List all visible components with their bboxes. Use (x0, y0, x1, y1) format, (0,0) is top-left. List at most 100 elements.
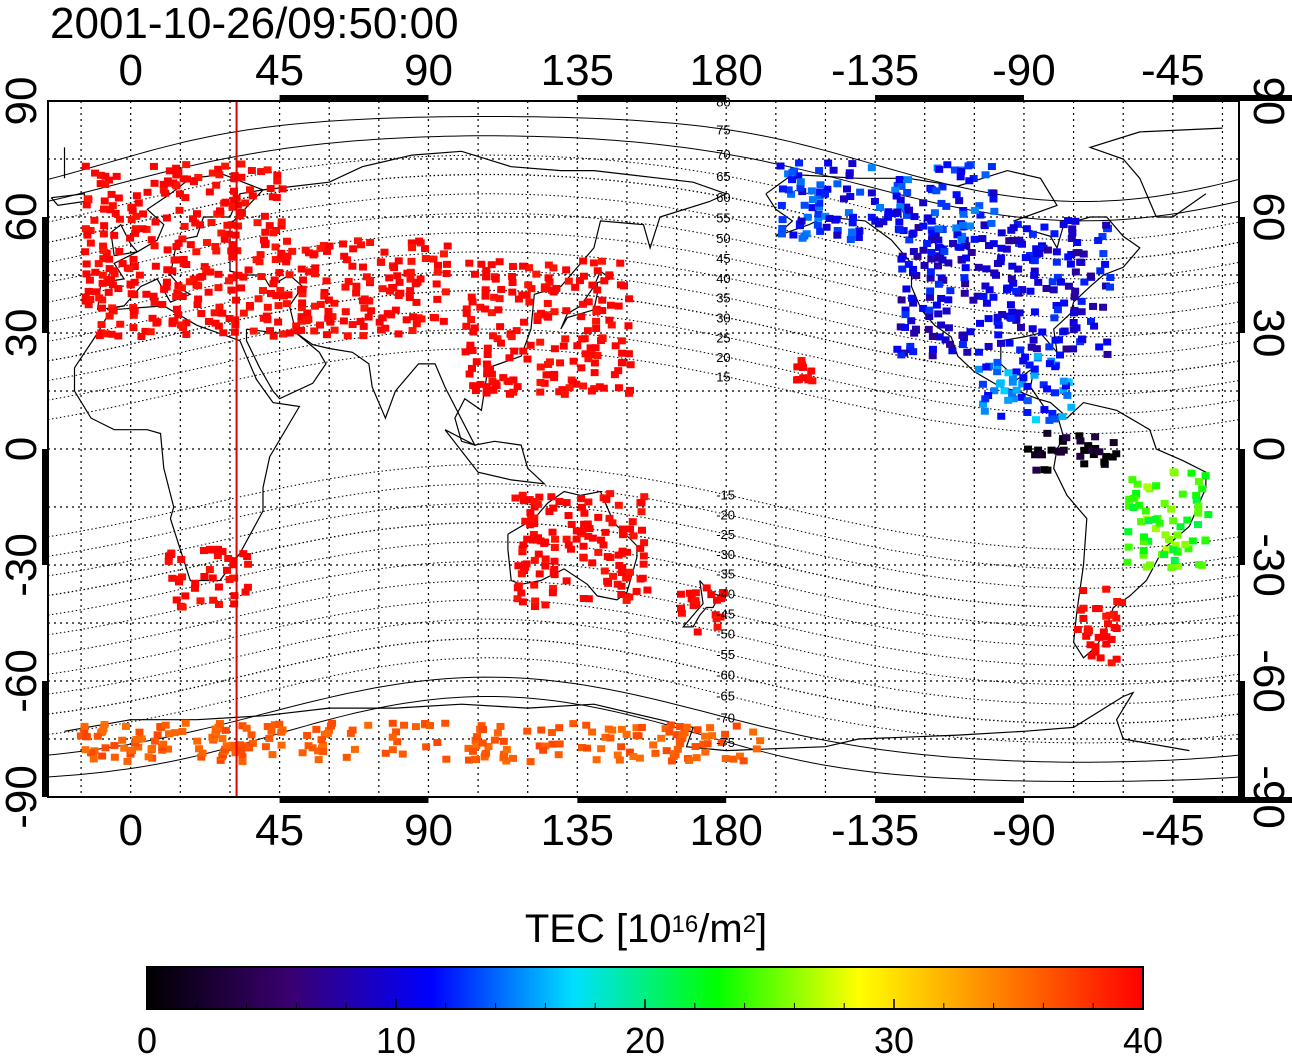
tec-cell (908, 294, 917, 302)
tec-cell (545, 371, 554, 379)
tec-cell (212, 181, 221, 189)
tec-cell (584, 498, 593, 506)
tec-cell (284, 291, 293, 299)
tec-cell (823, 185, 832, 193)
tec-cell (381, 749, 390, 757)
tec-cell (649, 741, 658, 749)
tec-cell (848, 219, 857, 227)
tec-cell (268, 751, 277, 759)
tec-cell (572, 380, 581, 388)
tec-cell (214, 284, 223, 292)
tec-cell (987, 219, 996, 227)
tec-cell (913, 252, 922, 260)
tec-cell (126, 750, 135, 758)
tec-cell (161, 189, 170, 197)
tec-cell (824, 159, 833, 167)
tec-cell (406, 287, 415, 295)
tec-cell (279, 292, 288, 300)
tec-cell (963, 348, 972, 356)
tec-cell (540, 285, 549, 293)
tec-cell (517, 570, 526, 578)
tec-cell (523, 727, 532, 735)
tec-cell (81, 733, 90, 741)
tec-cell (398, 750, 407, 758)
tec-cell (153, 318, 162, 326)
tec-cell (928, 352, 937, 360)
tec-cell (482, 749, 491, 757)
tec-cell (244, 266, 253, 274)
tec-cell (432, 280, 441, 288)
tec-cell (1007, 275, 1016, 283)
tec-cell (1019, 374, 1028, 382)
tec-cell (676, 735, 685, 743)
tec-cell (358, 263, 367, 271)
tec-cell (640, 539, 649, 547)
tec-cell (127, 290, 136, 298)
tec-cell (1032, 245, 1041, 253)
tec-cell (893, 345, 902, 353)
tec-cell (172, 305, 181, 313)
tec-cell (844, 209, 853, 217)
tec-cell (920, 261, 929, 269)
tec-cell (934, 225, 943, 233)
tec-cell (376, 258, 385, 266)
tec-cell (606, 734, 615, 742)
tec-cell (956, 173, 965, 181)
coastline (64, 691, 1190, 752)
coastline (63, 127, 1223, 218)
tec-cell (182, 319, 191, 327)
tec-cell (172, 164, 181, 172)
latitude-tick-label: -30 (1244, 533, 1292, 597)
tec-cell (626, 361, 635, 369)
tec-cell (1099, 250, 1108, 258)
tec-cell (615, 756, 624, 764)
tec-cell (1139, 537, 1148, 545)
tec-cell (322, 277, 331, 285)
tec-cell (1100, 458, 1109, 466)
tec-cell (588, 534, 597, 542)
tec-cell (974, 348, 983, 356)
tec-cell (245, 186, 254, 194)
tec-cell (639, 560, 648, 568)
tec-cell (221, 198, 230, 206)
tec-cell (577, 313, 586, 321)
tec-cell (127, 216, 136, 224)
tec-cell (183, 175, 192, 183)
tec-cell (1192, 496, 1201, 504)
tec-cell (239, 273, 248, 281)
tec-cell (613, 751, 622, 759)
tec-cell (1144, 517, 1153, 525)
tec-cell (564, 541, 573, 549)
tec-cell (527, 285, 536, 293)
contour-label: 15 (716, 370, 730, 385)
tec-cell (521, 517, 530, 525)
tec-cell (651, 749, 660, 757)
tec-cell (1068, 225, 1077, 233)
tec-cell (611, 342, 620, 350)
tec-cell (582, 721, 591, 729)
tec-cell (258, 286, 267, 294)
tec-cell (115, 247, 124, 255)
tec-cell (495, 295, 504, 303)
contour-label: 60 (716, 190, 730, 205)
tec-cell (1167, 563, 1176, 571)
tec-cell (808, 196, 817, 204)
tec-cell (624, 389, 633, 397)
tec-cell (311, 302, 320, 310)
tec-cell (980, 407, 989, 415)
tec-cell (617, 569, 626, 577)
tec-cell (1077, 258, 1086, 266)
tec-cell (632, 724, 641, 732)
tec-cell (179, 255, 188, 263)
tec-cell (218, 547, 227, 555)
tec-cell (224, 277, 233, 285)
tec-cell (981, 395, 990, 403)
tec-cell (937, 321, 946, 329)
tec-cell (1160, 499, 1169, 507)
frame-bar-left (42, 681, 48, 797)
tec-cell (901, 306, 910, 314)
tec-cell (221, 726, 230, 734)
tec-cell (99, 255, 108, 263)
tec-cell (638, 574, 647, 582)
tec-cell (640, 493, 649, 501)
